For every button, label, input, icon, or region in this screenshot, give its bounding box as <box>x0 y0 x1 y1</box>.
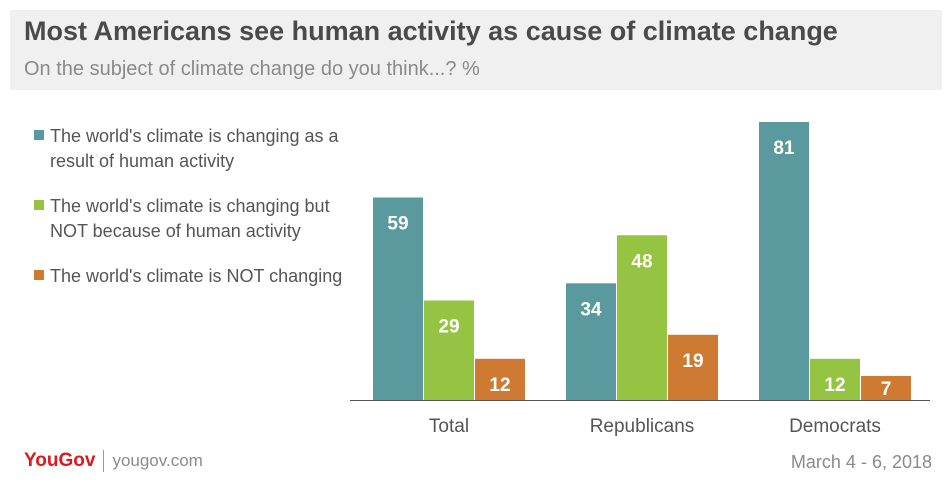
data-label-democrats-series-1: 12 <box>824 375 845 396</box>
bar-republicans-series-0 <box>566 283 616 400</box>
brand-divider <box>103 450 105 472</box>
data-label-republicans-series-1: 48 <box>631 251 652 272</box>
legend-label-not-human-activity: The world's climate is changing but NOT … <box>50 196 330 241</box>
bar-total-series-1 <box>424 300 474 400</box>
chart-subtitle: On the subject of climate change do you … <box>24 58 480 80</box>
data-label-total-series-0: 59 <box>387 214 408 235</box>
bar-republicans-series-1 <box>617 235 667 400</box>
legend-swatch-not-changing <box>34 270 44 280</box>
category-label-total: Total <box>429 416 469 437</box>
bar-republicans-series-2 <box>668 334 718 400</box>
data-label-total-series-1: 29 <box>438 316 459 337</box>
data-label-republicans-series-2: 19 <box>682 351 703 372</box>
legend-item-not-changing: The world's climate is NOT changing <box>34 264 344 289</box>
legend-label-not-changing: The world's climate is NOT changing <box>50 266 343 286</box>
yougov-logo: YouGov <box>24 450 96 471</box>
bar-total-series-0 <box>373 197 423 400</box>
chart-legend: The world's climate is changing as a res… <box>34 124 344 309</box>
data-label-total-series-2: 12 <box>489 375 510 396</box>
category-label-democrats: Democrats <box>789 416 881 437</box>
footer-brand: YouGov yougov.com <box>24 448 203 474</box>
data-label-republicans-series-0: 34 <box>580 299 602 320</box>
chart-header: Most Americans see human activity as cau… <box>10 10 942 90</box>
bar-total-series-2 <box>475 358 525 400</box>
bar-democrats-series-1 <box>810 358 860 400</box>
survey-date: March 4 - 6, 2018 <box>790 452 932 472</box>
chart-title: Most Americans see human activity as cau… <box>24 16 838 46</box>
legend-swatch-human-activity <box>34 130 44 140</box>
data-label-democrats-series-0: 81 <box>773 138 795 159</box>
site-url: yougov.com <box>112 451 203 470</box>
legend-label-human-activity: The world's climate is changing as a res… <box>50 126 339 171</box>
legend-item-human-activity: The world's climate is changing as a res… <box>34 124 344 174</box>
bar-democrats-series-2 <box>861 375 911 400</box>
legend-swatch-not-human-activity <box>34 200 44 210</box>
bar-democrats-series-0 <box>759 122 809 400</box>
data-label-democrats-series-2: 7 <box>881 379 892 400</box>
legend-item-not-human-activity: The world's climate is changing but NOT … <box>34 194 344 244</box>
category-label-republicans: Republicans <box>590 416 695 437</box>
